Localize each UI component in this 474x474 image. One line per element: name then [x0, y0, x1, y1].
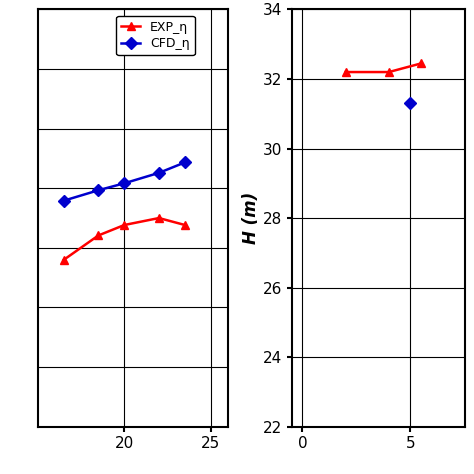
CFD_η [96, 187, 101, 193]
EXP_η [61, 257, 67, 263]
CFD_η [182, 160, 188, 165]
CFD_η [121, 181, 127, 186]
CFD_η [156, 170, 162, 176]
Legend: EXP_η, CFD_η: EXP_η, CFD_η [117, 16, 195, 55]
Y-axis label: H (m): H (m) [242, 192, 260, 244]
EXP_η [156, 215, 162, 221]
EXP_η [121, 222, 127, 228]
EXP_η [96, 233, 101, 238]
Line: EXP_η: EXP_η [60, 214, 189, 264]
EXP_η [182, 222, 188, 228]
CFD_η [61, 198, 67, 203]
Line: CFD_η: CFD_η [60, 158, 189, 205]
